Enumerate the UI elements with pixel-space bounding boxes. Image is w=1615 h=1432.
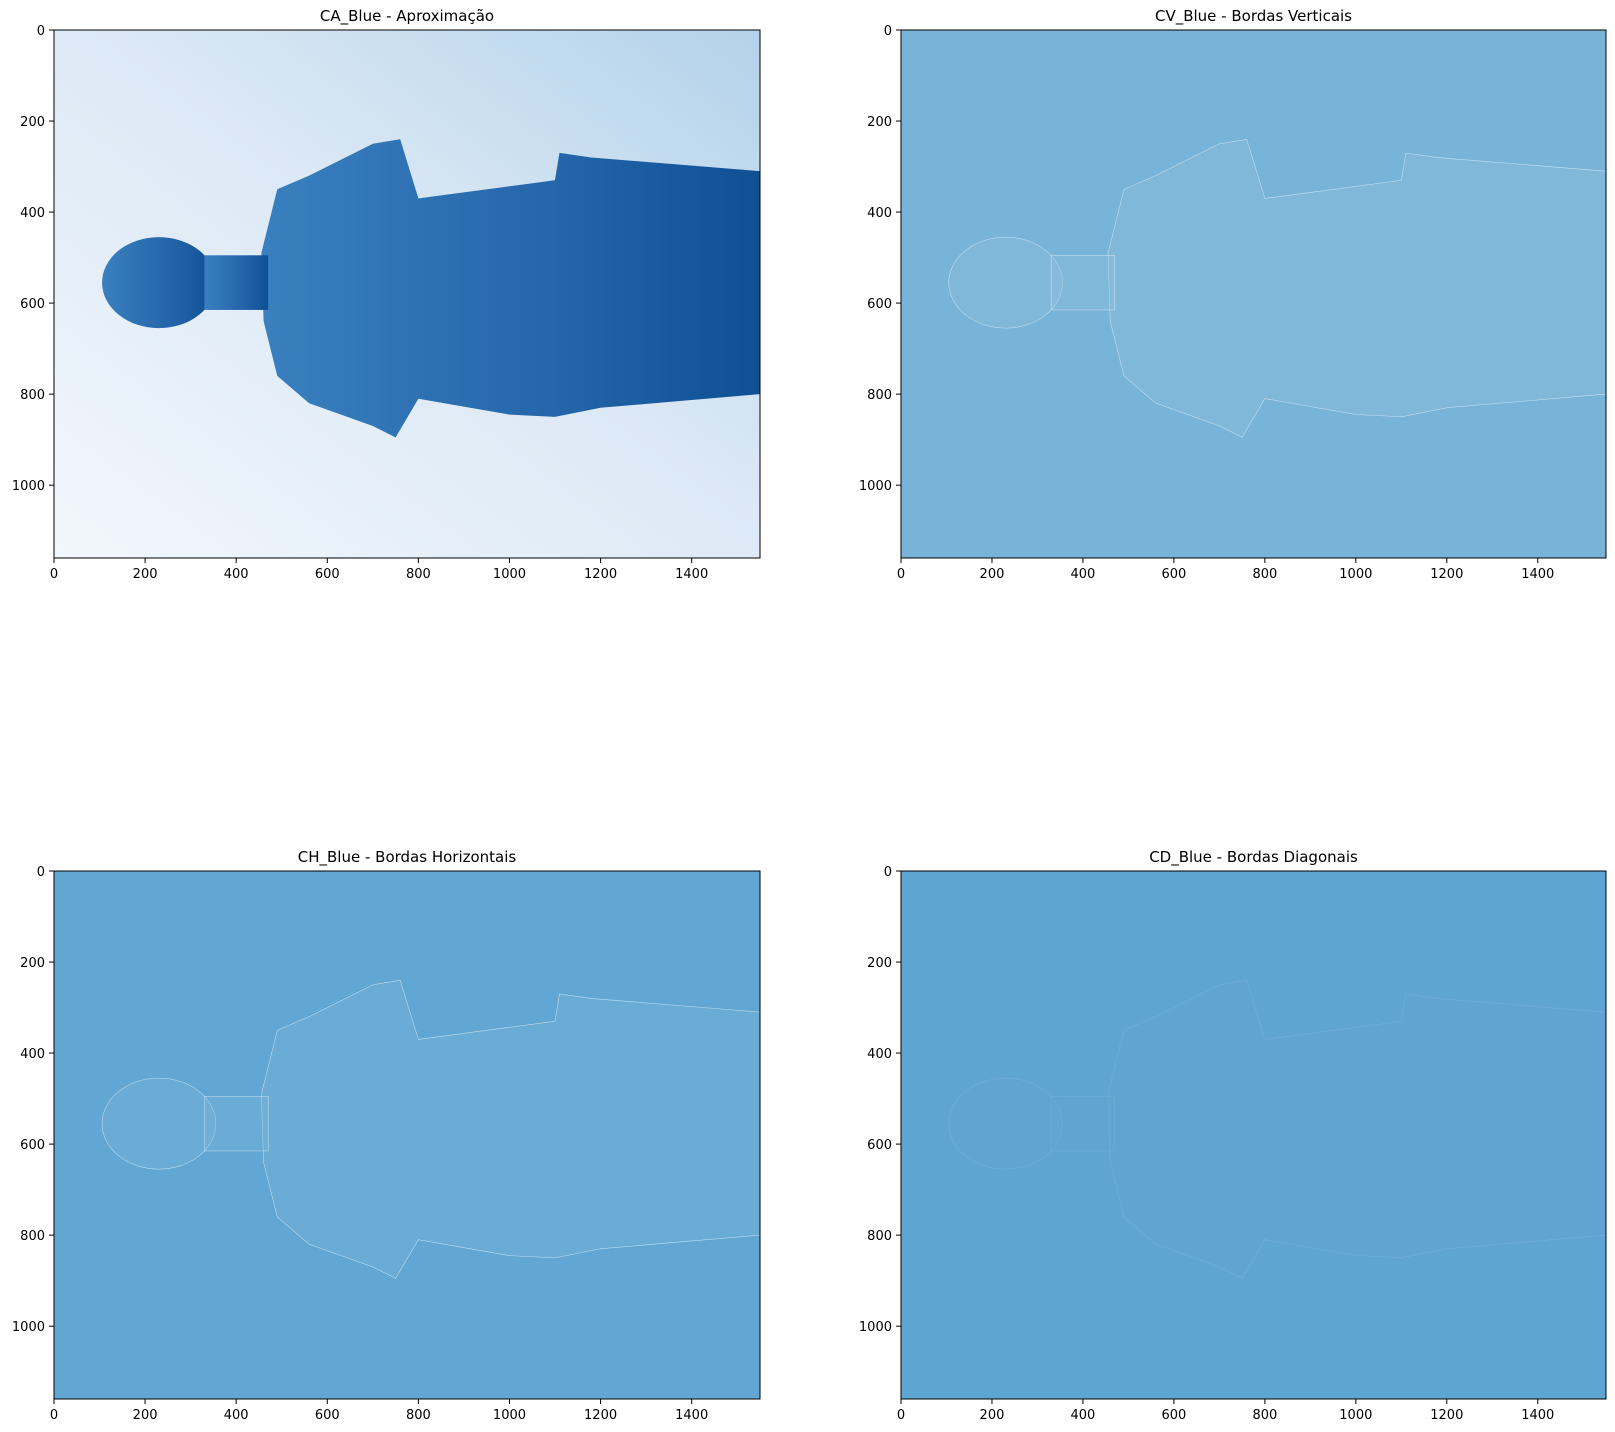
subplot-2: CV_Blue - Bordas Verticais 0 200 400 600 800 1… [859, 7, 1607, 582]
x-tick-label: 1400 [1521, 1408, 1554, 1423]
axes-frame [53, 870, 761, 1400]
subplot-title: CV_Blue - Bordas Verticais [1155, 7, 1352, 26]
y-tick-label: 800 [20, 1229, 45, 1244]
axes-frame [900, 870, 1607, 1400]
y-tick-label: 0 [37, 24, 45, 39]
y-tick-label: 1000 [859, 1320, 892, 1335]
y-tick-label: 400 [867, 1047, 892, 1062]
x-tick-label: 800 [1252, 567, 1277, 582]
y-tick-label: 600 [867, 297, 892, 312]
x-tick-label: 400 [1071, 1408, 1096, 1423]
y-tick-label: 200 [867, 115, 892, 130]
y-tick-label: 400 [20, 206, 45, 221]
x-tick-label: 1000 [1339, 567, 1372, 582]
y-tick-label: 800 [20, 388, 45, 403]
y-tick-label: 800 [867, 1229, 892, 1244]
y-tick-label: 600 [20, 297, 45, 312]
x-tick-label: 600 [1161, 1408, 1186, 1423]
x-tick-label: 1200 [584, 1408, 617, 1423]
x-tick-label: 1200 [1430, 1408, 1463, 1423]
x-tick-label: 1000 [1339, 1408, 1372, 1423]
x-tick-label: 1400 [1521, 567, 1554, 582]
x-tick-label: 600 [315, 567, 340, 582]
y-tick-label: 0 [884, 24, 892, 39]
subplot-3: CH_Blue - Bordas Horizontais 0 200 400 600 80… [12, 848, 761, 1423]
y-tick-label: 600 [867, 1138, 892, 1153]
y-tick-label: 200 [20, 956, 45, 971]
x-tick-label: 800 [1252, 1408, 1277, 1423]
y-tick-label: 1000 [12, 479, 45, 494]
x-tick-label: 800 [406, 1408, 431, 1423]
y-tick-label: 200 [867, 956, 892, 971]
y-tick-label: 1000 [12, 1320, 45, 1335]
x-tick-label: 1200 [584, 567, 617, 582]
axes-frame [900, 29, 1607, 559]
subplot-title: CH_Blue - Bordas Horizontais [298, 848, 517, 867]
x-tick-label: 600 [315, 1408, 340, 1423]
x-tick-label: 400 [224, 567, 249, 582]
x-tick-label: 1400 [675, 1408, 708, 1423]
x-tick-label: 0 [897, 1408, 905, 1423]
x-tick-label: 1200 [1430, 567, 1463, 582]
subplot-1: CA_Blue - Aproximação 0 200 400 600 800 1000 12… [12, 7, 761, 582]
x-tick-label: 0 [50, 567, 58, 582]
x-tick-label: 0 [50, 1408, 58, 1423]
y-tick-label: 0 [884, 865, 892, 880]
x-tick-label: 400 [1071, 567, 1096, 582]
x-tick-label: 200 [133, 567, 158, 582]
x-tick-label: 1400 [675, 567, 708, 582]
x-tick-label: 600 [1161, 567, 1186, 582]
y-tick-label: 600 [20, 1138, 45, 1153]
subplot-title: CD_Blue - Bordas Diagonais [1149, 848, 1358, 867]
y-tick-label: 800 [867, 388, 892, 403]
y-tick-label: 200 [20, 115, 45, 130]
y-tick-label: 1000 [859, 479, 892, 494]
x-tick-label: 1000 [493, 567, 526, 582]
x-tick-label: 200 [133, 1408, 158, 1423]
y-tick-label: 0 [37, 865, 45, 880]
x-tick-label: 0 [897, 567, 905, 582]
x-tick-label: 400 [224, 1408, 249, 1423]
y-tick-label: 400 [20, 1047, 45, 1062]
x-tick-label: 800 [406, 567, 431, 582]
axes-frame [53, 29, 761, 559]
x-tick-label: 1000 [493, 1408, 526, 1423]
subplot-4: CD_Blue - Bordas Diagonais 0 200 400 600 800 1… [859, 848, 1607, 1423]
subplot-title: CA_Blue - Aproximação [320, 7, 494, 26]
x-tick-label: 200 [980, 567, 1005, 582]
x-tick-label: 200 [980, 1408, 1005, 1423]
y-tick-label: 400 [867, 206, 892, 221]
